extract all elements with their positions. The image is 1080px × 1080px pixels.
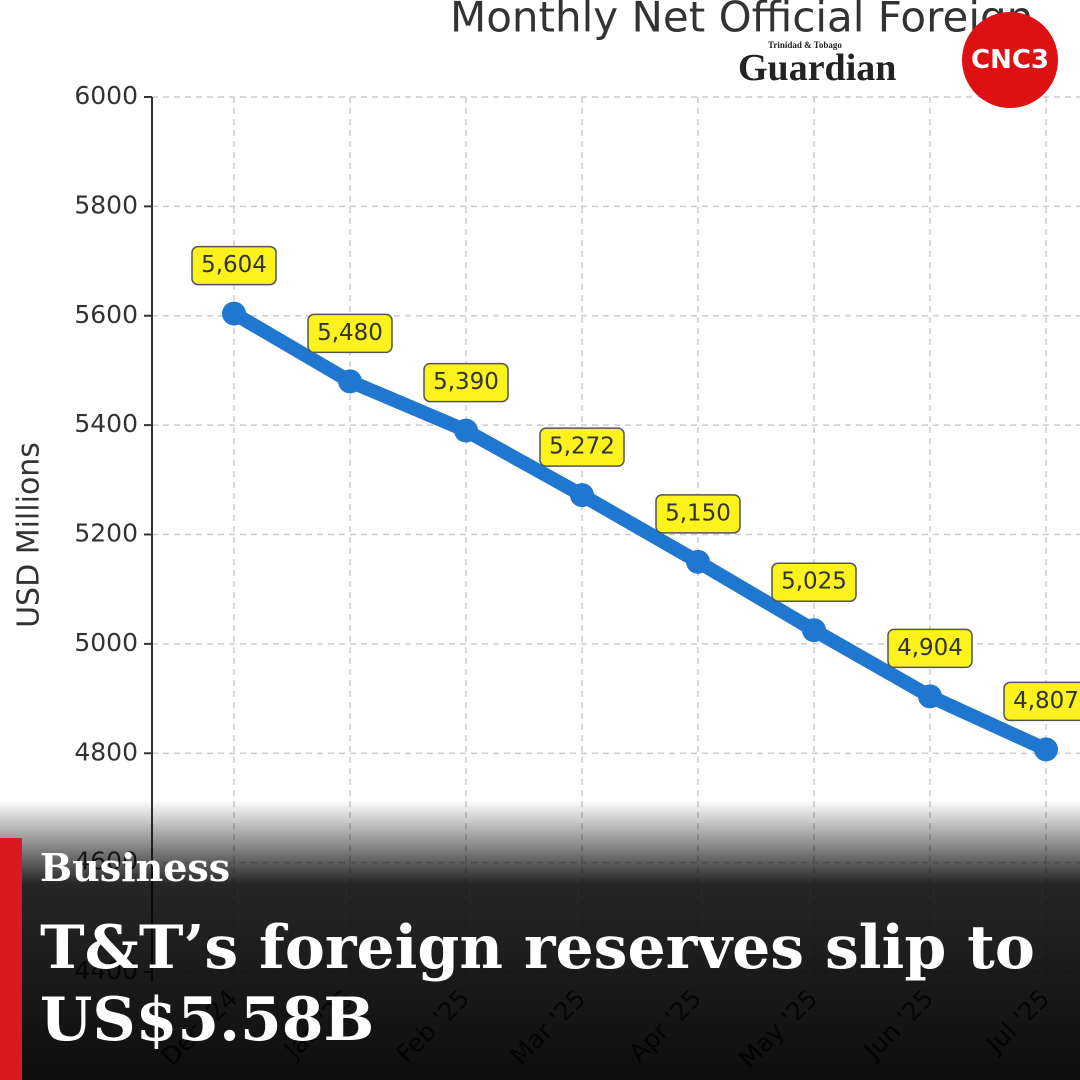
data-label: 5,604 xyxy=(191,245,277,286)
logo-main: Guardian xyxy=(738,47,897,89)
y-tick-label: 5800 xyxy=(74,190,138,219)
headline: T&T’s foreign reserves slip to US$5.58B xyxy=(40,913,1035,1055)
point xyxy=(686,549,710,574)
data-label: 4,904 xyxy=(887,628,973,669)
data-label: 4,807 xyxy=(1003,681,1080,722)
y-tick-label: 6000 xyxy=(74,81,138,110)
point xyxy=(1034,737,1058,762)
y-axis-label: USD Millions xyxy=(12,442,47,628)
y-tick-label: 5200 xyxy=(74,519,138,548)
data-label-text: 5,150 xyxy=(665,500,731,526)
y-tick-label: 5400 xyxy=(74,409,138,438)
y-tick-label: 5600 xyxy=(74,300,138,329)
data-label-box xyxy=(539,427,625,467)
overlay-shade xyxy=(0,800,1080,1080)
point xyxy=(918,684,942,709)
data-label-text: 5,604 xyxy=(201,252,267,278)
point xyxy=(454,418,478,443)
data-label-text: 4,904 xyxy=(897,635,963,661)
data-label-text: 5,390 xyxy=(433,369,499,395)
line xyxy=(230,307,1049,756)
data-label-text: 5,480 xyxy=(317,320,383,346)
data-label: 5,150 xyxy=(655,494,741,534)
data-label-box xyxy=(887,628,973,669)
section-label: Business xyxy=(40,845,231,890)
logo-small: Trinidad & Tobago xyxy=(768,40,842,50)
point xyxy=(222,301,246,326)
data-label-box xyxy=(1003,681,1080,722)
data-label-box xyxy=(191,245,277,286)
logo-badge: CNC3 xyxy=(962,12,1058,108)
data-label-box xyxy=(771,562,857,602)
data-label: 5,480 xyxy=(307,313,393,354)
point xyxy=(570,483,594,508)
data-label-text: 5,025 xyxy=(781,569,847,595)
data-label-box xyxy=(423,362,509,403)
data-label: 5,390 xyxy=(423,362,509,403)
chart-title: Monthly Net Official Foreign xyxy=(450,0,1033,42)
accent-bar xyxy=(0,838,22,1080)
data-label-box xyxy=(307,313,393,354)
point xyxy=(338,369,362,394)
data-label-text: 5,272 xyxy=(549,434,615,460)
y-tick-label: 4800 xyxy=(74,737,138,766)
data-label-text: 4,807 xyxy=(1013,688,1079,714)
y-tick-label: 5000 xyxy=(74,628,138,657)
data-label-box xyxy=(655,494,741,534)
data-label: 5,025 xyxy=(771,562,857,602)
data-label: 5,272 xyxy=(539,427,625,467)
point xyxy=(802,618,826,643)
